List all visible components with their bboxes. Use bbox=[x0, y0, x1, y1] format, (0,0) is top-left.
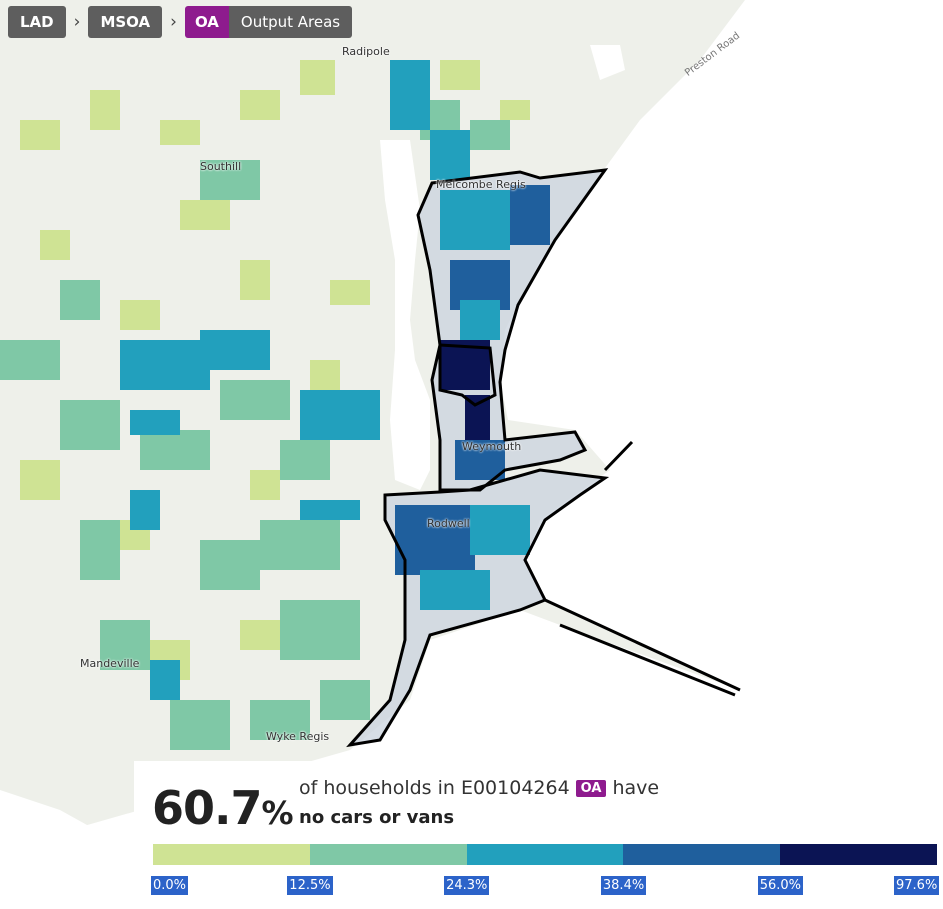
caption-suffix: have bbox=[612, 777, 660, 799]
oa-blocks-light bbox=[20, 60, 530, 680]
info-panel: 60.7% of households in E00104264 OA have… bbox=[134, 761, 943, 909]
place-label-southill: Southill bbox=[200, 160, 242, 173]
caption-metric: no cars or vans bbox=[299, 807, 455, 828]
legend-tick-label: 12.5% bbox=[287, 876, 333, 895]
legend-tick-label: 0.0% bbox=[151, 876, 189, 895]
place-label-weymouth: Weymouth bbox=[462, 440, 522, 453]
oa-blocks-dark bbox=[395, 185, 550, 610]
legend-segment bbox=[153, 844, 310, 865]
legend-tick-label: 56.0% bbox=[757, 876, 803, 895]
oa-name: Output Areas bbox=[228, 6, 353, 38]
oa-blocks-teal bbox=[120, 60, 470, 700]
caption-oa-badge: OA bbox=[575, 779, 607, 797]
legend-segment bbox=[780, 844, 937, 865]
chevron-right-icon: › bbox=[73, 12, 81, 32]
harbour-water bbox=[380, 140, 430, 490]
selected-oa-outline[interactable] bbox=[438, 343, 497, 407]
place-label-mandeville: Mandeville bbox=[80, 657, 140, 670]
lake-north bbox=[590, 45, 625, 80]
place-label-rodwell: Rodwell bbox=[427, 517, 470, 530]
value-unit: % bbox=[261, 794, 294, 832]
crumb-lad[interactable]: LAD bbox=[8, 6, 66, 38]
headline-value: 60.7% bbox=[152, 781, 294, 835]
place-label-melcombe-regis: Melcombe Regis bbox=[436, 178, 526, 191]
msoa-outline[interactable] bbox=[416, 168, 609, 492]
breadcrumb: LAD › MSOA › OA Output Areas bbox=[8, 6, 353, 38]
place-label-wyke-regis: Wyke Regis bbox=[266, 730, 330, 743]
legend-segment bbox=[466, 844, 624, 865]
place-label-radipole: Radipole bbox=[342, 45, 390, 58]
legend-segment bbox=[309, 844, 467, 865]
chevron-right-icon: › bbox=[170, 12, 177, 32]
crumb-oa[interactable]: OA Output Areas bbox=[184, 6, 353, 38]
legend-bar bbox=[153, 844, 937, 865]
legend-tick-label: 24.3% bbox=[444, 876, 490, 895]
rodwell-outline[interactable] bbox=[346, 468, 610, 748]
caption-prefix: of households in E00104264 bbox=[299, 777, 570, 799]
legend-tick-label: 38.4% bbox=[600, 876, 647, 895]
legend-segment bbox=[623, 844, 781, 865]
value-number: 60.7 bbox=[152, 781, 262, 835]
legend-tick-label: 97.6% bbox=[894, 876, 940, 895]
oa-badge: OA bbox=[184, 6, 229, 38]
caption-line: of households in E00104264 OA have bbox=[299, 777, 659, 799]
oa-blocks-green bbox=[0, 100, 510, 750]
pier bbox=[544, 440, 741, 697]
crumb-msoa[interactable]: MSOA bbox=[88, 6, 163, 38]
